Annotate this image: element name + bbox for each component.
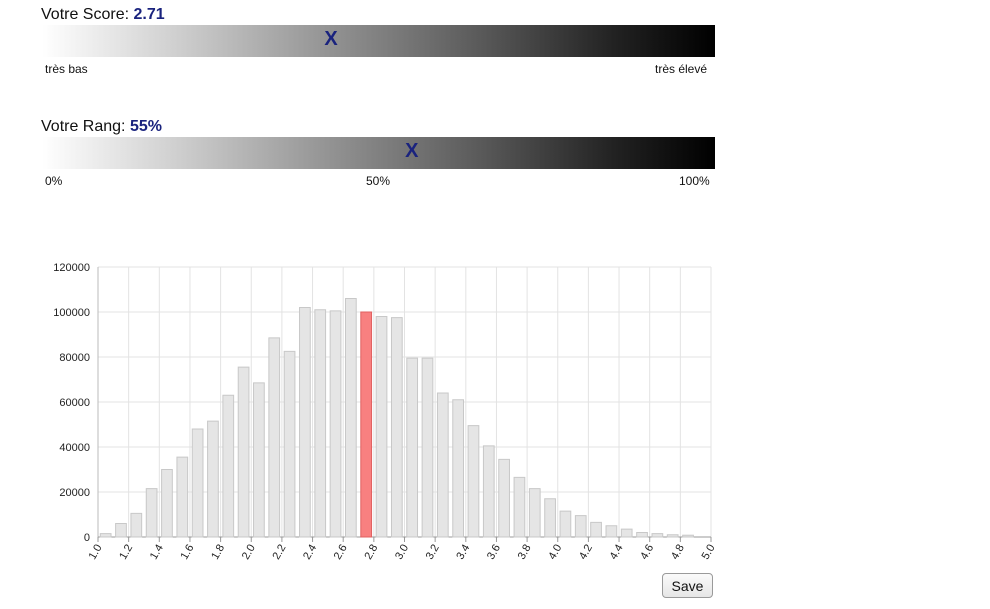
rank-heading: Votre Rang: 55% xyxy=(41,118,162,136)
rank-tick-50: 50% xyxy=(366,174,391,188)
x-tick-label: 1.2 xyxy=(117,543,135,562)
histogram-bar xyxy=(130,512,143,538)
x-tick-label: 3.0 xyxy=(393,543,411,562)
histogram-bar xyxy=(145,488,158,538)
score-min-label: très bas xyxy=(45,62,88,76)
y-tick-label: 60000 xyxy=(59,397,90,409)
histogram-bar xyxy=(559,510,572,538)
histogram-bar xyxy=(651,533,664,538)
histogram-bar xyxy=(682,534,694,538)
score-marker: X xyxy=(324,28,338,50)
histogram-bar xyxy=(344,298,357,538)
x-tick-label: 4.2 xyxy=(577,543,595,562)
histogram-svg: 0 20000 40000 60000 80000 100000 120000 1.0 1.2 1… xyxy=(53,262,718,562)
histogram-bar xyxy=(421,357,434,538)
histogram-bar xyxy=(513,476,526,538)
rank-tick-0: 0% xyxy=(45,174,63,188)
histogram-bar xyxy=(636,532,648,538)
score-value: 2.71 xyxy=(133,6,165,23)
x-tick-label: 2.6 xyxy=(332,543,350,562)
y-tick-label: 100000 xyxy=(53,307,90,319)
x-tick-label: 1.0 xyxy=(87,543,105,562)
histogram-bar xyxy=(590,521,602,538)
save-button[interactable]: Save xyxy=(662,573,713,598)
histogram-bar xyxy=(253,382,265,538)
histogram-bar xyxy=(482,445,495,538)
histogram-chart: 0 20000 40000 60000 80000 100000 120000 1.0 1.2 1… xyxy=(0,250,730,575)
histogram-bar xyxy=(574,515,587,538)
rank-tick-100: 100% xyxy=(679,174,710,188)
y-tick-label: 120000 xyxy=(53,262,90,274)
x-tick-label: 2.4 xyxy=(301,543,319,562)
histogram-bar xyxy=(528,488,541,538)
histogram-bar xyxy=(299,307,311,538)
x-tick-label: 3.6 xyxy=(485,543,503,562)
histogram-bar xyxy=(436,392,449,538)
x-tick-label: 3.8 xyxy=(516,543,534,562)
histogram-bar xyxy=(544,498,556,538)
x-tick-label: 4.6 xyxy=(638,543,656,562)
histogram-bar xyxy=(452,399,465,538)
histogram-bar xyxy=(237,366,250,538)
histogram-bar xyxy=(268,337,281,538)
histogram-bar xyxy=(666,534,679,538)
x-tick-label: 1.6 xyxy=(179,543,197,562)
rank-marker: X xyxy=(405,140,419,162)
histogram-bar xyxy=(498,458,510,538)
y-tick-label: 20000 xyxy=(59,487,90,499)
score-max-label: très élevé xyxy=(655,62,708,76)
histogram-bar xyxy=(283,350,296,538)
histogram-bar xyxy=(115,523,127,538)
x-tick-label: 4.0 xyxy=(546,543,564,562)
histogram-bar xyxy=(222,394,235,538)
x-tick-label: 2.2 xyxy=(270,543,288,562)
score-heading: Votre Score: 2.71 xyxy=(41,6,165,24)
histogram-bar xyxy=(390,317,403,538)
x-tick-label: 1.8 xyxy=(209,543,227,562)
histogram-bar xyxy=(207,420,219,538)
histogram-bar xyxy=(375,316,388,538)
histogram-bar xyxy=(620,528,633,538)
rank-value: 55% xyxy=(129,118,162,135)
histogram-bar xyxy=(605,525,618,538)
histogram-bar xyxy=(191,428,204,538)
highlighted-bar xyxy=(360,311,373,538)
x-tick-label: 4.4 xyxy=(608,543,626,562)
x-tick-label: 3.2 xyxy=(424,543,442,562)
histogram-bar xyxy=(161,469,173,538)
histogram-bar xyxy=(329,310,342,538)
score-gradient-bar: X xyxy=(42,25,715,57)
x-tick-label: 2.0 xyxy=(240,543,258,562)
x-tick-label: 5.0 xyxy=(700,543,718,562)
rank-label: Votre Rang: xyxy=(41,118,126,135)
y-tick-label: 80000 xyxy=(59,352,90,364)
histogram-bar xyxy=(314,309,327,538)
x-tick-label: 3.4 xyxy=(454,543,472,562)
y-tick-label: 40000 xyxy=(59,442,90,454)
score-label: Votre Score: xyxy=(41,6,130,23)
histogram-bar xyxy=(467,425,480,538)
histogram-bar xyxy=(176,456,189,538)
x-tick-label: 1.4 xyxy=(148,543,166,562)
histogram-bar xyxy=(406,357,419,538)
y-tick-label: 0 xyxy=(84,532,90,544)
x-tick-label: 2.8 xyxy=(362,543,380,562)
rank-gradient-bar: X xyxy=(42,137,715,169)
histogram-bar xyxy=(99,533,112,538)
x-tick-label: 4.8 xyxy=(669,543,687,562)
